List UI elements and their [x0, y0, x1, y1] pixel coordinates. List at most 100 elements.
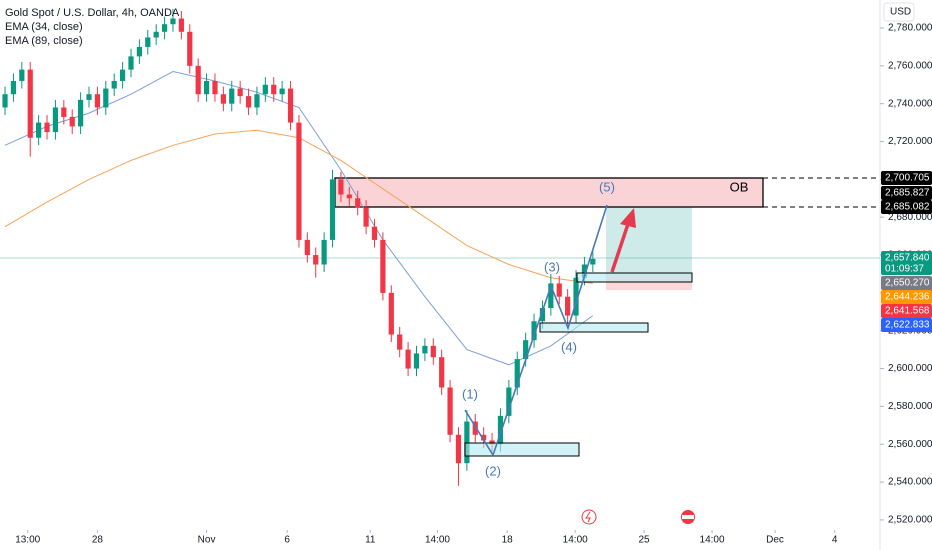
y-tick-label: 2,740.000 [888, 98, 932, 109]
candle-body [472, 421, 478, 435]
candle-body [497, 415, 504, 445]
candle-body [111, 80, 117, 89]
candle-body [10, 80, 17, 95]
x-tick-label: 4 [832, 535, 838, 546]
candle-body [229, 88, 235, 104]
annotation: (5) [599, 179, 615, 194]
zone-box [464, 442, 580, 457]
candle-body [187, 31, 193, 66]
price-tag-label: 2,644.236 [885, 292, 930, 303]
candle-body [413, 353, 420, 369]
candle-body [245, 96, 252, 108]
y-tick-label: 2,720.000 [888, 136, 932, 147]
candle-body [153, 31, 159, 38]
candle-body [455, 434, 462, 464]
event-icon-glyph [585, 511, 591, 523]
candle-body [178, 18, 184, 32]
candle-body [136, 46, 142, 57]
y-tick-label: 2,580.000 [888, 401, 932, 412]
event-flag-stripe [682, 515, 694, 519]
x-tick-label: Nov [198, 535, 216, 546]
annotation: (3) [544, 259, 560, 274]
x-tick-label: 28 [92, 535, 104, 546]
candle-body [565, 296, 571, 316]
price-tag-label: 2,685.827 [885, 188, 930, 199]
candle-body [363, 207, 369, 227]
candle-body [195, 65, 201, 95]
candle-body [287, 88, 294, 123]
candle-body [338, 179, 344, 195]
price-tag [881, 290, 932, 304]
candle-body [556, 283, 562, 297]
candle-body [304, 239, 310, 256]
x-tick-label: 25 [638, 535, 650, 546]
candle-body [313, 255, 319, 265]
legend-ema89: EMA (89, close) [5, 35, 83, 47]
candle-body [19, 69, 25, 81]
arrow-head [620, 208, 636, 228]
y-tick-label: 2,600.000 [888, 363, 932, 374]
candle-body [371, 226, 378, 240]
x-tick-label: 13:00 [15, 535, 40, 546]
currency[interactable]: USD [890, 7, 911, 18]
candle-body [548, 283, 554, 309]
candle-body [237, 88, 243, 97]
event-icon[interactable] [581, 509, 597, 525]
candle-body [388, 292, 394, 335]
candle-body [573, 277, 579, 316]
candle-body [590, 258, 596, 265]
candle-body [531, 321, 537, 341]
candle-body [27, 69, 33, 138]
zone-box [539, 322, 649, 333]
annotation: (2) [485, 463, 501, 478]
candle-body [355, 198, 361, 208]
price-tag-label: 2,622.833 [885, 320, 930, 331]
candle-body [523, 340, 529, 360]
candle-body [405, 349, 411, 369]
candle-body [422, 345, 428, 354]
candle-body [321, 239, 327, 265]
candle-body [145, 37, 151, 47]
candle-body [203, 80, 210, 95]
candle-body [94, 94, 101, 108]
title: Gold Spot / U.S. Dollar, 4h, OANDA [5, 7, 180, 19]
ema-line [4, 70, 594, 366]
price-tag-label: 2,685.082 [885, 202, 930, 213]
candle-body [61, 107, 67, 117]
x-tick-label: 14:00 [700, 535, 725, 546]
x-tick-label: 14:00 [425, 535, 450, 546]
candle-body [271, 84, 277, 95]
candle-body [514, 359, 520, 388]
candle-body [464, 421, 470, 464]
candle-body [69, 116, 75, 127]
annotation: OB [730, 179, 749, 194]
candle-body [539, 308, 546, 322]
y-tick-label: 2,680.000 [888, 212, 932, 223]
candle-body [430, 345, 436, 358]
candle-body [212, 80, 218, 95]
currency-box[interactable] [883, 2, 915, 22]
candle-body [78, 99, 84, 127]
price-tag-label: 2,641.568 [885, 306, 930, 317]
candle-body [581, 264, 588, 278]
annotation: (4) [561, 339, 577, 354]
candle-body [506, 387, 512, 416]
x-tick-label: 6 [284, 535, 290, 546]
candle-body [170, 18, 176, 25]
y-tick-label: 2,560.000 [888, 439, 932, 450]
candle-body [254, 94, 260, 108]
candle-body [279, 88, 285, 95]
candle-body [119, 69, 126, 81]
zone-box [576, 272, 693, 283]
arrow-shaft [610, 223, 630, 273]
candle-body [36, 122, 42, 138]
candle-body [439, 357, 445, 388]
candle-body [44, 122, 50, 133]
candle-body [128, 56, 134, 70]
candle-body [296, 122, 302, 240]
y-tick-label: 2,520.000 [888, 515, 932, 526]
x-tick-label: Dec [766, 535, 784, 546]
x-tick-label: 11 [365, 535, 376, 546]
